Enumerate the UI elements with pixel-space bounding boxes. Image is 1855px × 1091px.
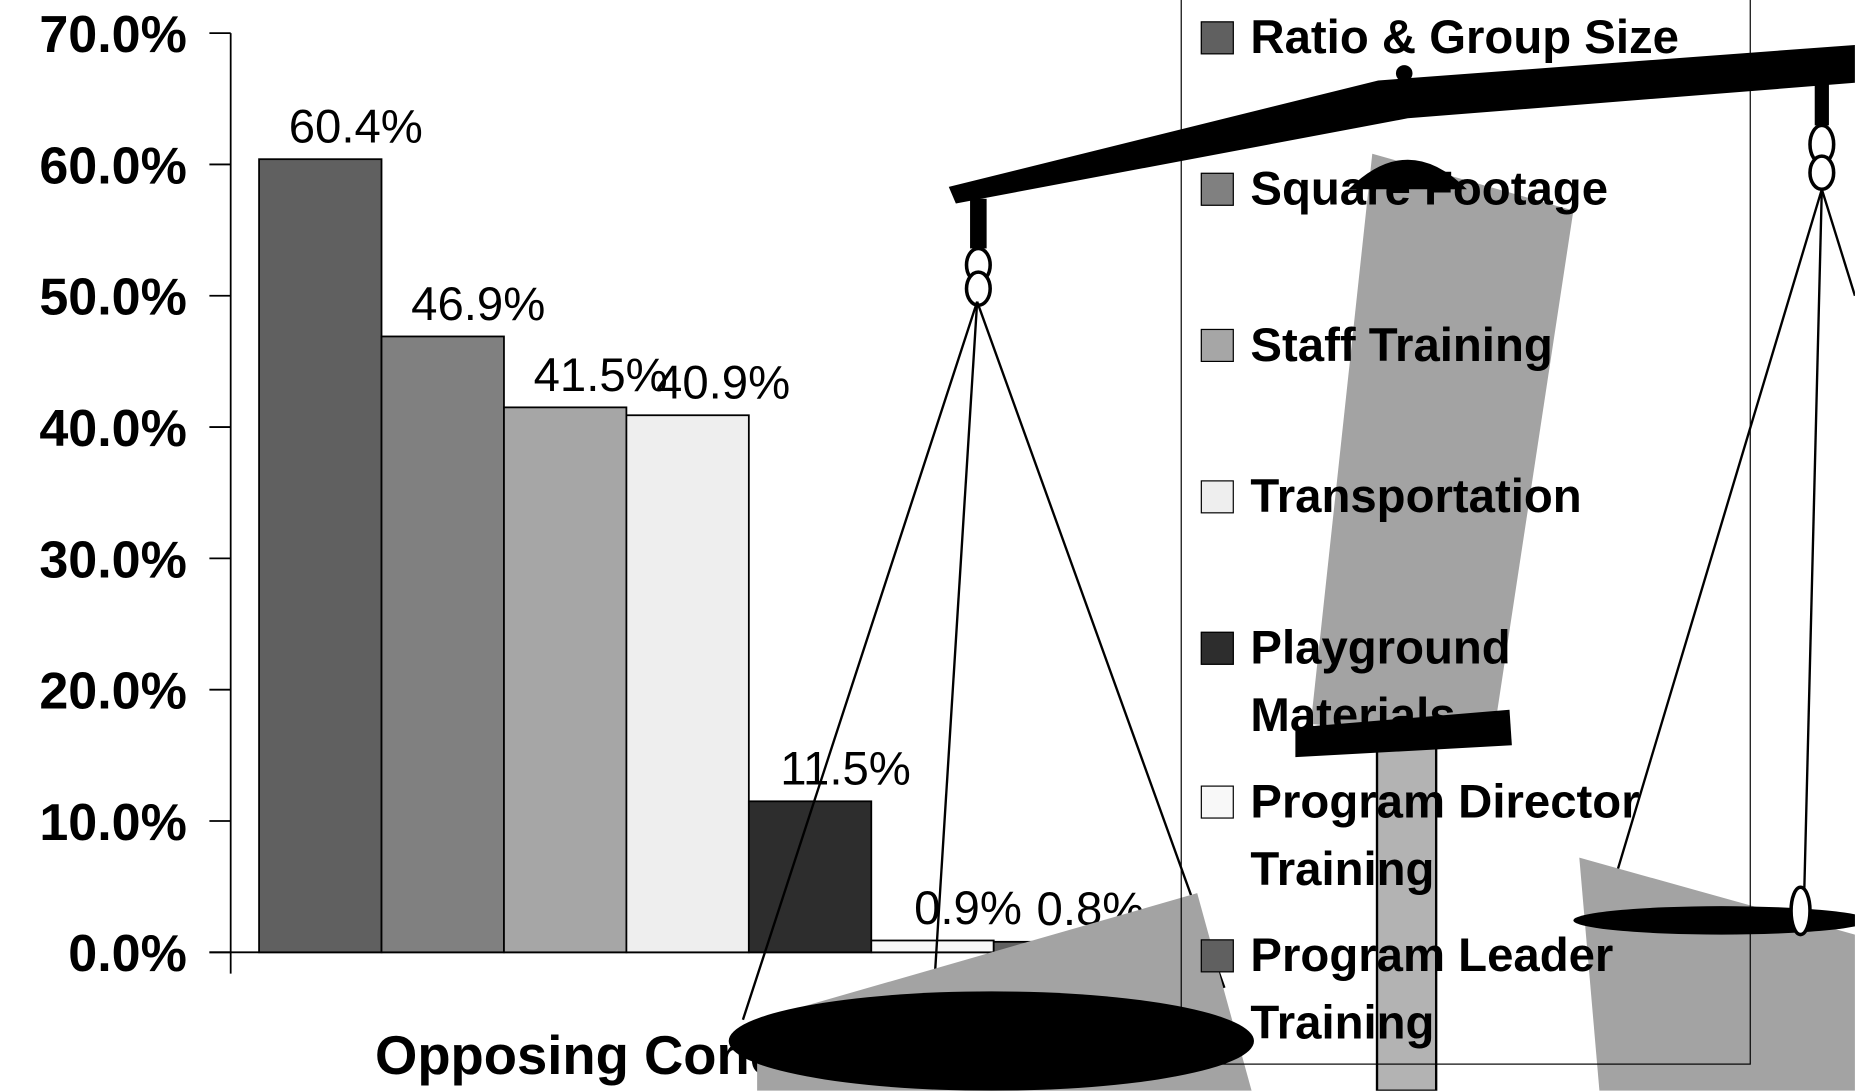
value-label: 40.9% bbox=[656, 357, 790, 410]
legend-swatch bbox=[1200, 939, 1234, 973]
scale-column bbox=[1310, 153, 1574, 740]
legend-label: Transportation bbox=[1250, 470, 1582, 523]
y-tick-label: 0.0% bbox=[68, 925, 187, 983]
scale-bell bbox=[1348, 159, 1467, 190]
bar bbox=[625, 414, 750, 954]
value-label: 41.5% bbox=[534, 349, 668, 402]
legend-label: Ratio & Group Size bbox=[1250, 11, 1679, 64]
scale-chain bbox=[964, 270, 992, 307]
legend-item: Ratio & Group Size bbox=[1200, 5, 1722, 72]
legend-label: Staff Training bbox=[1250, 319, 1553, 372]
legend-label: Program Director Training bbox=[1250, 776, 1640, 896]
y-tick-label: 30.0% bbox=[39, 531, 187, 589]
y-tick-label: 10.0% bbox=[39, 794, 187, 852]
y-tick-label: 40.0% bbox=[39, 400, 187, 458]
scale-clipart bbox=[728, 44, 1855, 1091]
legend-item: Square Footage bbox=[1200, 156, 1722, 223]
scale-left-pan bbox=[728, 991, 1254, 1091]
scale-hanger bbox=[1814, 75, 1829, 126]
legend-item: Transportation bbox=[1200, 464, 1722, 531]
legend-swatch bbox=[1200, 328, 1234, 362]
bar bbox=[258, 158, 383, 954]
value-label: 11.5% bbox=[780, 743, 911, 796]
legend-item: Program Director Training bbox=[1200, 769, 1722, 904]
bar bbox=[870, 939, 995, 954]
legend-swatch bbox=[1200, 172, 1234, 206]
legend-label: Square Footage bbox=[1250, 163, 1609, 216]
bar bbox=[380, 335, 505, 954]
y-tick-label: 20.0% bbox=[39, 663, 187, 721]
value-label: 60.4% bbox=[289, 101, 423, 154]
scale-beam bbox=[948, 44, 1855, 204]
y-tick-label: 60.0% bbox=[39, 137, 187, 195]
legend-swatch bbox=[1200, 21, 1234, 55]
legend-swatch bbox=[1200, 785, 1234, 819]
scale-chain bbox=[1808, 154, 1836, 192]
legend: Ratio & Group Size Square Footage Staff Tr… bbox=[1180, 0, 1751, 1065]
bar bbox=[747, 800, 873, 954]
scale-hanger bbox=[970, 198, 987, 249]
scale-knob bbox=[1395, 65, 1413, 82]
legend-item: Playground Materials bbox=[1200, 615, 1722, 750]
scale-chain bbox=[1789, 885, 1812, 937]
y-tick-label: 70.0% bbox=[39, 6, 187, 64]
scale-base bbox=[1295, 709, 1512, 758]
legend-swatch bbox=[1200, 480, 1234, 514]
value-label: 46.9% bbox=[411, 278, 545, 331]
legend-label: Playground Materials bbox=[1250, 622, 1511, 742]
legend-swatch bbox=[1200, 631, 1234, 665]
legend-item: Program Leader Training bbox=[1200, 923, 1722, 1058]
legend-label: Program Leader Training bbox=[1250, 929, 1614, 1050]
scale-pole bbox=[1375, 732, 1438, 1091]
scale-right-pan bbox=[1573, 906, 1855, 935]
bar bbox=[503, 406, 628, 954]
value-label: 0.9% bbox=[914, 882, 1022, 935]
legend-item: Staff Training bbox=[1200, 312, 1722, 379]
scale-strings bbox=[741, 188, 1855, 1021]
y-tick-label: 50.0% bbox=[39, 269, 187, 327]
